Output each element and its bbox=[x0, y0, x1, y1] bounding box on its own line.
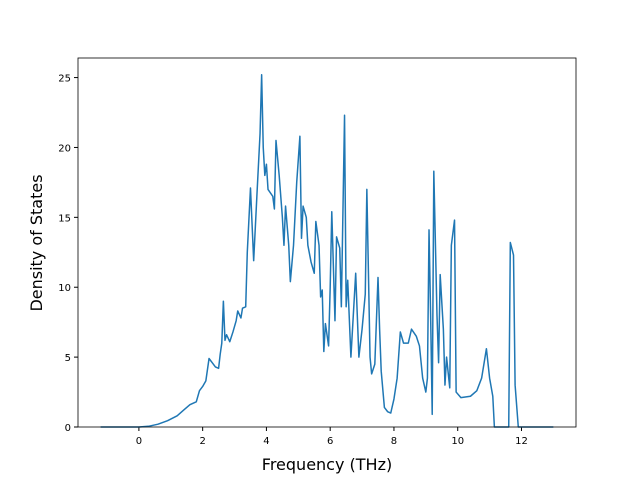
y-tick-label: 5 bbox=[65, 353, 71, 364]
y-tick-label: 20 bbox=[58, 143, 71, 154]
line-series bbox=[100, 74, 554, 428]
x-tick-label: 10 bbox=[451, 436, 464, 447]
x-tick-label: 6 bbox=[327, 436, 333, 447]
x-tick-label: 12 bbox=[515, 436, 528, 447]
y-tick-label: 25 bbox=[58, 74, 71, 85]
y-tick-label: 0 bbox=[65, 423, 71, 434]
y-tick-label: 10 bbox=[58, 283, 71, 294]
x-tick-label: 4 bbox=[263, 436, 269, 447]
x-tick-label: 2 bbox=[199, 436, 205, 447]
axes-frame bbox=[77, 57, 577, 428]
y-axis-label: Density of States bbox=[27, 174, 46, 311]
x-axis-label: Frequency (THz) bbox=[262, 455, 392, 474]
y-tick-label: 15 bbox=[58, 213, 71, 224]
x-tick-label: 8 bbox=[391, 436, 397, 447]
x-tick-label: 0 bbox=[136, 436, 142, 447]
